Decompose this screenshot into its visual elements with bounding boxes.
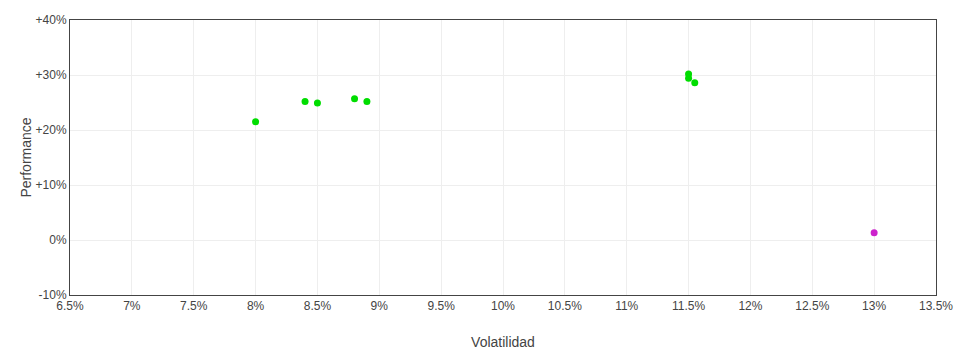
svg-text:9.5%: 9.5%: [427, 299, 455, 313]
svg-text:12.5%: 12.5%: [795, 299, 829, 313]
svg-text:+40%: +40%: [36, 13, 67, 27]
svg-text:10.5%: 10.5%: [548, 299, 582, 313]
svg-text:+20%: +20%: [36, 123, 67, 137]
svg-text:+30%: +30%: [36, 68, 67, 82]
svg-text:6.5%: 6.5%: [56, 299, 84, 313]
svg-text:+10%: +10%: [36, 178, 67, 192]
svg-text:9%: 9%: [371, 299, 389, 313]
svg-text:13%: 13%: [862, 299, 886, 313]
svg-text:11.5%: 11.5%: [672, 299, 705, 313]
svg-text:8.5%: 8.5%: [304, 299, 332, 313]
svg-text:Performance: Performance: [18, 117, 34, 197]
svg-text:10%: 10%: [491, 299, 515, 313]
svg-text:0%: 0%: [49, 233, 67, 247]
svg-text:-10%: -10%: [39, 288, 67, 302]
svg-text:8%: 8%: [247, 299, 265, 313]
svg-text:13.5%: 13.5%: [919, 299, 953, 313]
svg-text:12%: 12%: [738, 299, 762, 313]
svg-text:7%: 7%: [123, 299, 141, 313]
svg-text:11%: 11%: [615, 299, 638, 313]
svg-text:7.5%: 7.5%: [180, 299, 208, 313]
svg-text:Volatilidad: Volatilidad: [471, 334, 535, 350]
